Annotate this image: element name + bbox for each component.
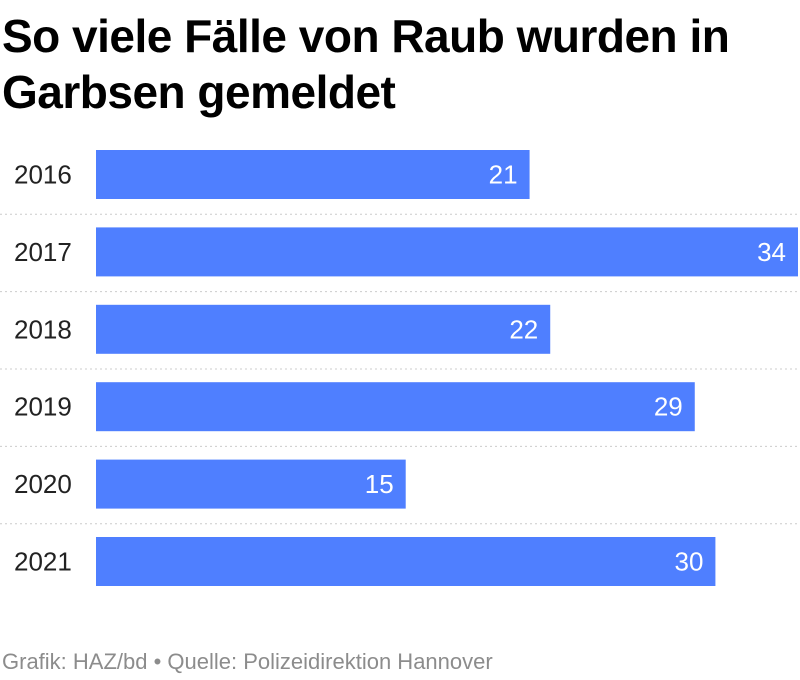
bar-2019 bbox=[96, 382, 695, 432]
data-label: 15 bbox=[365, 469, 394, 499]
category-label: 2020 bbox=[14, 469, 72, 499]
bar-2021 bbox=[96, 537, 716, 586]
source-credit: Grafik: HAZ/bd • Quelle: Polizeidirektio… bbox=[2, 649, 493, 674]
category-label: 2016 bbox=[14, 160, 72, 190]
data-label: 34 bbox=[757, 237, 786, 267]
chart-title: So viele Fälle von Raub wurden in Garbse… bbox=[2, 10, 730, 118]
data-label: 21 bbox=[489, 160, 518, 190]
category-label: 2018 bbox=[14, 314, 72, 344]
category-label: 2017 bbox=[14, 237, 72, 267]
category-label: 2019 bbox=[14, 392, 72, 422]
bar-2018 bbox=[96, 304, 551, 354]
bar-2016 bbox=[96, 150, 530, 199]
data-label: 30 bbox=[674, 547, 703, 577]
data-label: 22 bbox=[509, 314, 538, 344]
bar-chart: 2016 21 2017 34 2018 22 2019 29 2020 15 2021 30 bbox=[0, 150, 800, 586]
bar-2020 bbox=[96, 459, 406, 509]
data-label: 29 bbox=[654, 392, 683, 422]
category-label: 2021 bbox=[14, 547, 72, 577]
bar-2017 bbox=[96, 227, 798, 277]
